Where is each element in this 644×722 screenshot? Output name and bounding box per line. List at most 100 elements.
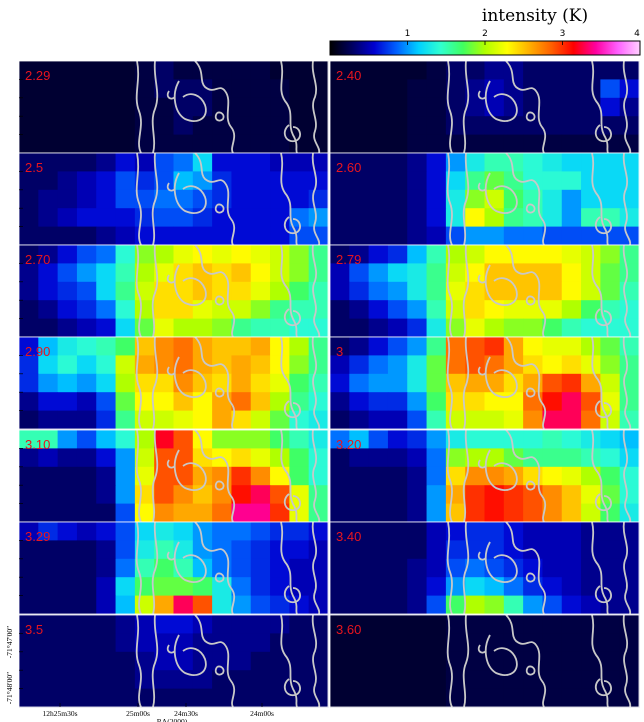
heatmap-cell <box>426 373 447 393</box>
heatmap-cell <box>38 522 59 541</box>
heatmap-cell <box>96 97 116 117</box>
channel-panel: 2.79 <box>329 244 640 338</box>
contour-line <box>283 124 301 143</box>
heatmap-cell <box>270 392 290 411</box>
heatmap-cell <box>407 281 427 301</box>
heatmap-cell <box>445 79 466 99</box>
channel-panel: 2.5 <box>18 152 329 246</box>
heatmap-cell <box>330 503 350 523</box>
heatmap-cell <box>231 373 252 393</box>
heatmap-cell <box>76 410 97 430</box>
heatmap-cell <box>115 503 136 523</box>
heatmap-cell <box>154 615 174 634</box>
heatmap-cell <box>115 373 136 393</box>
contour-line <box>505 152 547 246</box>
heatmap-cell <box>231 595 252 615</box>
heatmap-cell <box>57 595 78 615</box>
heatmap-cell <box>600 670 621 689</box>
heatmap-cell <box>231 577 252 596</box>
heatmap-cell <box>542 171 563 191</box>
heatmap-cell <box>330 540 350 560</box>
heatmap-cell <box>154 208 174 227</box>
heatmap-cell <box>561 189 582 209</box>
heatmap-cell <box>368 558 389 578</box>
heatmap-cell <box>619 595 640 615</box>
heatmap-cell <box>308 189 329 209</box>
heatmap-cell <box>426 485 447 504</box>
heatmap-cell <box>115 595 136 615</box>
heatmap-cell <box>308 153 329 172</box>
heatmap-cell <box>231 485 252 504</box>
heatmap-cell <box>96 410 116 430</box>
heatmap-cell <box>96 226 116 246</box>
heatmap-cell <box>407 245 427 264</box>
heatmap-cell <box>231 522 252 541</box>
heatmap-cell <box>503 466 524 486</box>
heatmap-cell <box>600 171 621 191</box>
heatmap-cell <box>270 79 290 99</box>
heatmap-cell <box>250 245 271 264</box>
contour-line <box>484 449 518 491</box>
heatmap-cell <box>115 153 136 172</box>
heatmap-cell <box>619 615 640 634</box>
contour-line <box>280 244 298 338</box>
heatmap-cell <box>192 263 213 283</box>
heatmap-cell <box>212 615 232 634</box>
heatmap-cell <box>619 355 640 375</box>
heatmap-cell <box>115 116 136 135</box>
heatmap-cell <box>484 410 505 430</box>
heatmap-cell <box>349 430 370 449</box>
heatmap-cell <box>368 79 389 99</box>
heatmap-cell <box>368 466 389 486</box>
heatmap-cell <box>96 134 116 154</box>
heatmap-cell <box>581 355 601 375</box>
heatmap-cell <box>76 651 97 671</box>
heatmap-cell <box>503 410 524 430</box>
heatmap-cell <box>619 373 640 393</box>
heatmap-cell <box>407 263 427 283</box>
contour-line <box>135 60 142 154</box>
heatmap-cell <box>465 208 485 227</box>
heatmap-cell <box>19 337 39 356</box>
velocity-label: 2.29 <box>25 68 50 83</box>
heatmap-cell <box>173 318 194 338</box>
heatmap-cell <box>600 189 621 209</box>
contour-line <box>194 429 236 523</box>
heatmap-cell <box>115 466 136 486</box>
contour-line <box>484 172 518 214</box>
heatmap-cell <box>270 651 290 671</box>
heatmap-cell <box>308 503 329 523</box>
heatmap-cell <box>330 448 350 468</box>
heatmap-cell <box>173 116 194 135</box>
heatmap-cell <box>115 615 136 634</box>
heatmap-cell <box>289 300 310 319</box>
heatmap-cell <box>368 577 389 596</box>
heatmap-cell <box>330 615 350 634</box>
heatmap-cell <box>231 688 252 708</box>
heatmap-cell <box>192 540 213 560</box>
heatmap-cell <box>523 134 543 154</box>
heatmap-cell <box>57 153 78 172</box>
heatmap-cell <box>250 281 271 301</box>
heatmap-cell <box>368 448 389 468</box>
heatmap-cell <box>330 410 350 430</box>
heatmap-cell <box>154 318 174 338</box>
heatmap-cell <box>330 522 350 541</box>
contour-line <box>214 480 225 491</box>
heatmap-cell <box>581 226 601 246</box>
heatmap-cell <box>57 300 78 319</box>
heatmap-cell <box>542 410 563 430</box>
contour-line <box>505 521 547 615</box>
heatmap-cell <box>368 430 389 449</box>
heatmap-cell <box>212 134 232 154</box>
contour-line <box>151 614 159 708</box>
heatmap-cell <box>600 651 621 671</box>
heatmap-cell <box>619 430 640 449</box>
heatmap-cell <box>368 226 389 246</box>
heatmap-cell <box>407 615 427 634</box>
heatmap-cell <box>600 97 621 117</box>
heatmap-cell <box>426 688 447 708</box>
heatmap-cell <box>96 670 116 689</box>
heatmap-cell <box>250 373 271 393</box>
